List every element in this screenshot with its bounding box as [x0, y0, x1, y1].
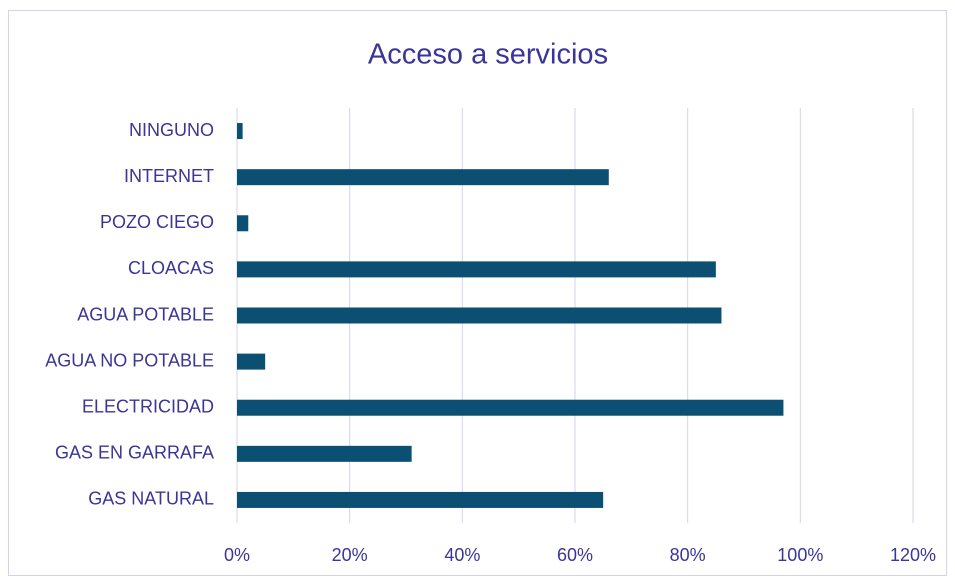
chart-title: Acceso a servicios: [368, 39, 608, 71]
x-tick-label: 0%: [224, 545, 250, 565]
bar: [237, 307, 722, 324]
x-tick-label: 120%: [890, 545, 936, 565]
x-tick-label: 40%: [444, 545, 480, 565]
bar: [237, 261, 716, 278]
y-tick-label: INTERNET: [124, 166, 214, 186]
y-tick-label: ELECTRICIDAD: [82, 396, 214, 416]
x-tick-label: 80%: [670, 545, 706, 565]
x-tick-label: 20%: [332, 545, 368, 565]
x-tick-label: 100%: [777, 545, 823, 565]
y-tick-label: GAS EN GARRAFA: [55, 443, 214, 463]
y-tick-label: AGUA POTABLE: [77, 304, 214, 324]
y-tick-label: GAS NATURAL: [88, 489, 214, 509]
y-tick-label: POZO CIEGO: [100, 212, 214, 232]
bar: [237, 491, 604, 508]
y-tick-label: AGUA NO POTABLE: [45, 350, 214, 370]
bar: [237, 123, 243, 140]
bar: [237, 399, 784, 416]
bar: [237, 445, 412, 462]
y-tick-label: NINGUNO: [129, 120, 214, 140]
bar: [237, 169, 609, 186]
bar: [237, 215, 249, 232]
chart-border: [8, 10, 947, 576]
x-tick-label: 60%: [557, 545, 593, 565]
y-tick-label: CLOACAS: [128, 258, 214, 278]
bar: [237, 353, 266, 370]
